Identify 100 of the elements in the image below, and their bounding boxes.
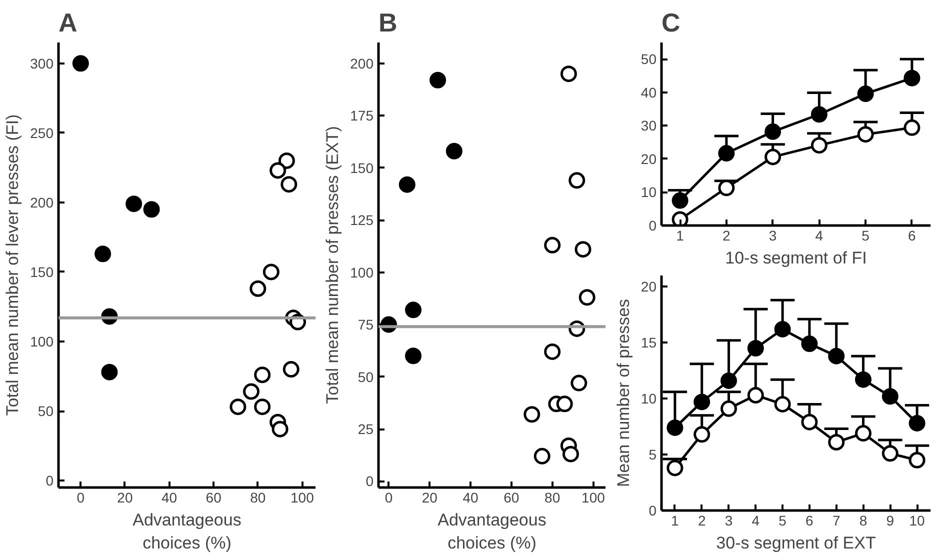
point [855, 425, 872, 442]
point [694, 426, 710, 443]
x-tick-label: 100 [582, 490, 606, 506]
point [398, 176, 416, 193]
point [578, 289, 596, 306]
y-tick-label: 150 [350, 160, 374, 176]
point [764, 148, 782, 166]
point [94, 246, 112, 262]
x-tick-label: 20 [117, 490, 133, 506]
point [544, 236, 561, 254]
x-tick-label: 2 [698, 512, 706, 528]
x-tick-label: 0 [76, 490, 85, 506]
point [904, 70, 920, 86]
x-tick-label: 80 [250, 490, 266, 506]
point [718, 145, 735, 162]
y-tick-label: 25 [358, 421, 374, 437]
point [430, 72, 446, 88]
point [262, 264, 280, 280]
point [720, 372, 737, 389]
y-tick-label: 5 [648, 446, 657, 463]
y-tick-label: 10 [640, 184, 657, 200]
x-tick-label: 8 [859, 512, 868, 528]
point [810, 137, 828, 154]
y-tick-label: 30 [640, 118, 657, 134]
x-tick-label: 4 [815, 228, 824, 244]
y-tick-label: 10 [640, 390, 657, 407]
point [828, 348, 845, 364]
x-tick-label: 1 [676, 228, 684, 244]
y-tick-label: 200 [30, 194, 54, 210]
point [904, 119, 920, 136]
y-tick-label: 300 [30, 55, 54, 72]
y-tick-label: 125 [350, 212, 374, 228]
point [574, 241, 592, 258]
y-tick-label: 250 [30, 124, 54, 141]
point [666, 460, 684, 476]
point [126, 196, 142, 212]
point [72, 55, 89, 72]
point [855, 371, 872, 388]
x-tick-label: 6 [806, 512, 814, 528]
x-tick-label: 9 [886, 512, 894, 528]
y-tick-label: 50 [640, 51, 657, 68]
point [747, 340, 764, 356]
y-tick-label: 200 [350, 55, 374, 72]
x-axis-title: 30-s segment of EXT [716, 534, 876, 552]
y-tick-label: 20 [640, 150, 657, 167]
point [908, 452, 926, 468]
point [280, 176, 298, 193]
point [282, 361, 300, 378]
y-tick-label: 0 [366, 473, 374, 490]
y-tick-label: 100 [30, 333, 54, 350]
point [810, 106, 828, 123]
point [254, 366, 271, 384]
x-tick-label: 40 [462, 490, 479, 506]
point [101, 364, 118, 380]
x-tick-label: 2 [722, 228, 731, 244]
x-axis-title: Advantageous choices (%) [132, 510, 242, 552]
chart-title: B [378, 8, 398, 38]
x-tick-label: 5 [862, 228, 870, 244]
point [764, 123, 782, 140]
y-tick-label: 15 [640, 334, 657, 351]
x-tick-label: 60 [206, 490, 222, 506]
y-tick-label: 50 [38, 403, 54, 420]
point [446, 142, 462, 160]
y-axis-title: Mean number of presses [614, 298, 633, 488]
point [254, 398, 271, 416]
point [747, 387, 764, 404]
point [801, 414, 818, 430]
point [666, 419, 684, 436]
point [774, 396, 791, 412]
x-tick-label: 20 [422, 490, 438, 506]
point [908, 414, 926, 432]
x-tick-label: 5 [778, 512, 787, 528]
point [534, 448, 550, 464]
chart-title: C [662, 8, 680, 38]
point [143, 201, 160, 218]
x-tick-label: 10 [909, 512, 926, 528]
point [243, 383, 260, 400]
point [278, 152, 295, 169]
point [405, 348, 422, 364]
x-tick-label: 60 [504, 490, 520, 506]
y-tick-label: 50 [358, 368, 374, 385]
point [857, 126, 874, 143]
point [272, 420, 288, 438]
y-tick-label: 0 [648, 218, 657, 234]
y-axis-title: Total mean number of presses (EXT) [323, 126, 342, 404]
chart-title: A [58, 8, 78, 38]
point [882, 388, 898, 405]
y-tick-label: 175 [350, 108, 374, 124]
point [560, 66, 577, 82]
point [544, 343, 561, 360]
point [405, 302, 422, 318]
x-tick-label: 6 [908, 228, 916, 244]
point [562, 446, 579, 462]
x-tick-label: 100 [290, 490, 314, 506]
point [570, 374, 588, 392]
x-axis-title: 10-s segment of FI [725, 248, 867, 268]
point [694, 394, 710, 410]
y-tick-label: 0 [46, 472, 54, 489]
point [720, 400, 737, 417]
point [270, 162, 286, 179]
